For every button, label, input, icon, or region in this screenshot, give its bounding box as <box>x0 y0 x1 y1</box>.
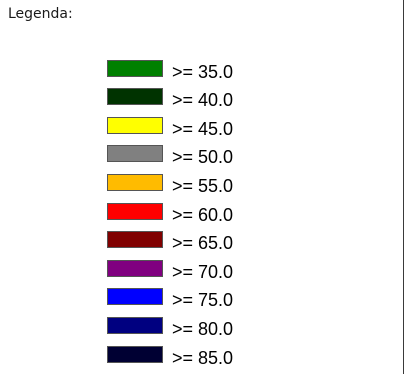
color-swatch <box>107 88 163 106</box>
color-swatch <box>107 116 163 134</box>
color-swatch <box>107 316 163 334</box>
legend-item: >= 60.0 <box>107 196 233 225</box>
legend-item: >= 55.0 <box>107 167 233 196</box>
legend-label: >= 85.0 <box>172 347 234 368</box>
color-swatch <box>107 259 163 277</box>
legend-label: >= 65.0 <box>172 233 234 254</box>
legend-label: >= 60.0 <box>172 204 234 225</box>
color-swatch <box>107 59 163 77</box>
color-swatch <box>107 145 163 163</box>
legend-list: >= 35.0 >= 40.0 >= 45.0 >= 50.0 >= 55.0 … <box>107 53 233 368</box>
color-swatch <box>107 231 163 249</box>
legend-item: >= 75.0 <box>107 282 234 311</box>
legend-item: >= 50.0 <box>107 139 234 168</box>
color-swatch <box>107 202 163 220</box>
legend-label: >= 70.0 <box>172 261 234 282</box>
color-swatch <box>107 288 163 306</box>
legend-label: >= 45.0 <box>172 118 234 139</box>
legend-title: Legenda: <box>8 6 73 22</box>
legend-item: >= 45.0 <box>107 110 233 139</box>
color-swatch <box>107 345 163 363</box>
legend-label: >= 40.0 <box>172 90 234 111</box>
legend-item: >= 35.0 <box>107 53 233 82</box>
legend-item: >= 70.0 <box>107 253 233 282</box>
legend-item: >= 65.0 <box>107 225 234 254</box>
color-swatch <box>107 173 163 191</box>
legend-item: >= 80.0 <box>107 310 233 339</box>
legend-item: >= 85.0 <box>107 339 233 368</box>
legend-label: >= 55.0 <box>172 175 234 196</box>
legend-label: >= 80.0 <box>172 318 234 339</box>
legend-item: >= 40.0 <box>107 82 234 111</box>
legend-label: >= 75.0 <box>172 290 234 311</box>
legend-label: >= 35.0 <box>172 61 234 82</box>
legend-label: >= 50.0 <box>172 147 234 168</box>
